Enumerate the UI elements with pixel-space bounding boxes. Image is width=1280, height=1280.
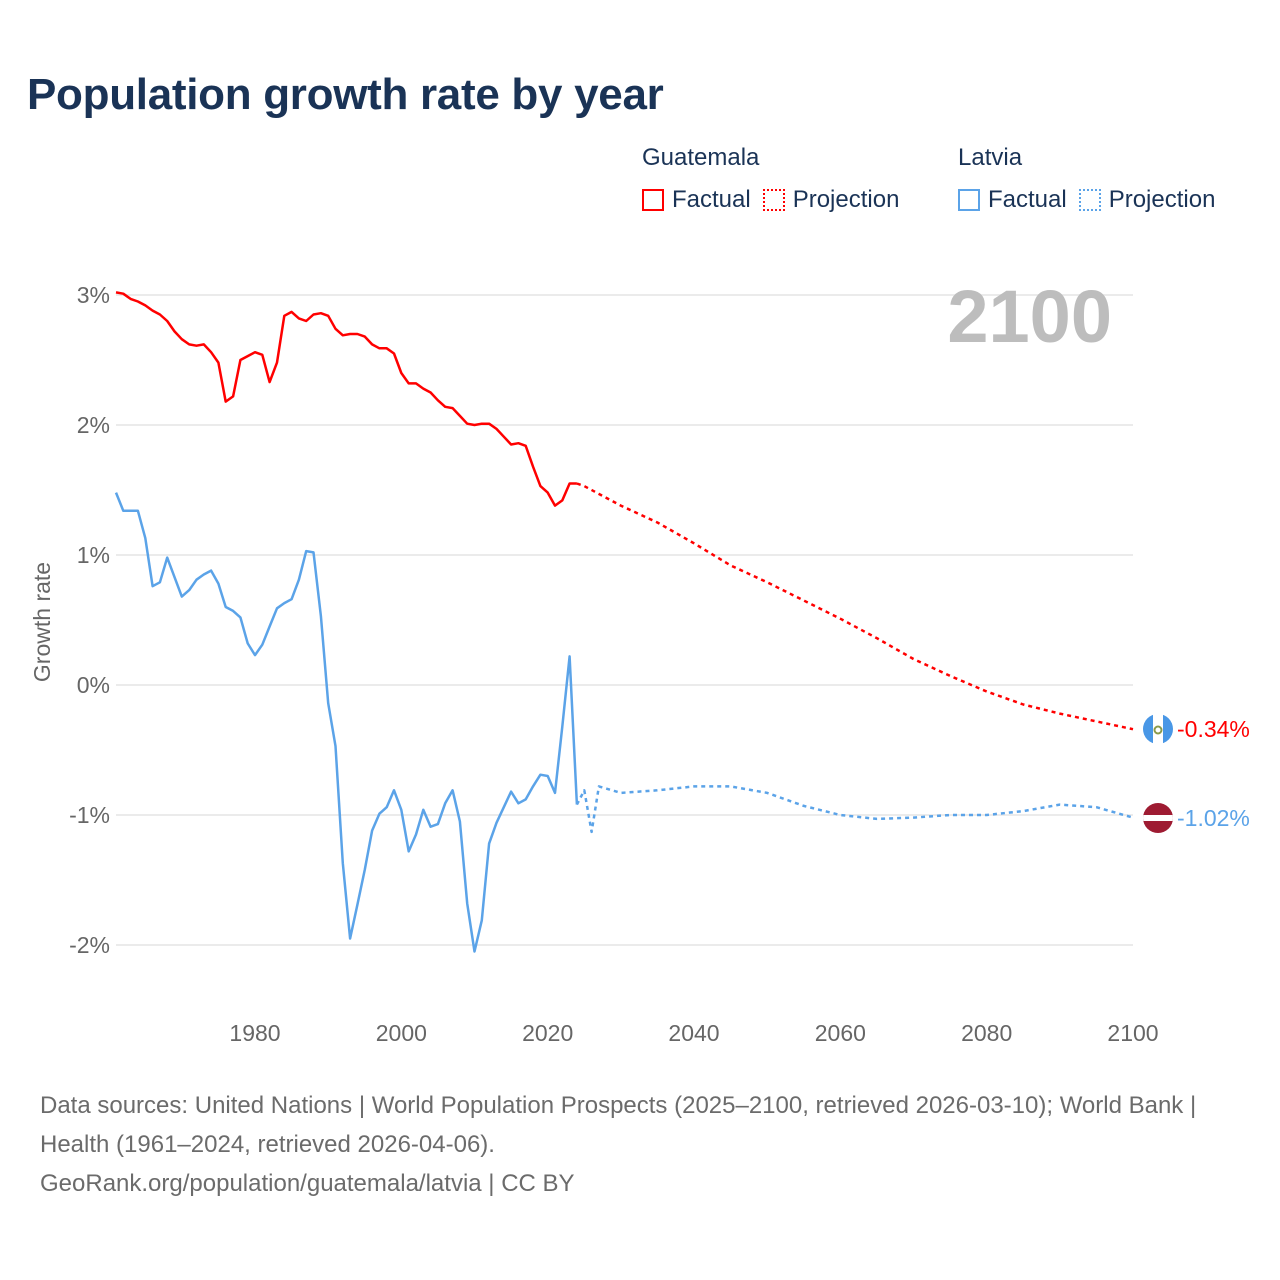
dotted-swatch-icon bbox=[1078, 189, 1101, 211]
credit-link[interactable]: GeoRank.org/population/guatemala/latvia … bbox=[40, 1170, 575, 1197]
x-tick-label: 2060 bbox=[815, 1020, 866, 1046]
x-tick-label: 2020 bbox=[522, 1020, 573, 1046]
chart-title: Population growth rate by year bbox=[27, 70, 664, 119]
solid-swatch-icon bbox=[958, 189, 980, 211]
legend-row-latvia: Factual Projection bbox=[958, 186, 1227, 214]
legend-label: Factual bbox=[988, 186, 1067, 213]
data-sources: Data sources: United Nations | World Pop… bbox=[40, 1092, 1197, 1158]
series-line-latvia-factual bbox=[114, 492, 579, 953]
flag-guatemala-icon bbox=[1143, 714, 1173, 744]
flag-latvia-icon bbox=[1143, 803, 1173, 833]
end-label-guatemala: -0.34% bbox=[1177, 716, 1250, 742]
legend-item-guatemala-projection[interactable]: Projection bbox=[762, 186, 900, 214]
x-tick-label: 2040 bbox=[668, 1020, 719, 1046]
legend-group-latvia: Latvia bbox=[958, 144, 1023, 171]
legend-row-guatemala: Factual Projection bbox=[642, 186, 911, 214]
y-axis-label: Growth rate bbox=[29, 562, 55, 682]
y-tick-label: -2% bbox=[69, 932, 110, 958]
y-tick-label: 2% bbox=[77, 412, 110, 438]
footer: Data sources: United Nations | World Pop… bbox=[40, 1086, 1240, 1203]
solid-swatch-icon bbox=[642, 189, 664, 211]
y-tick-label: -1% bbox=[69, 802, 110, 828]
x-tick-label: 1980 bbox=[229, 1020, 280, 1046]
x-tick-label: 2000 bbox=[376, 1020, 427, 1046]
legend-group-guatemala: Guatemala bbox=[642, 144, 760, 171]
x-tick-label: 2100 bbox=[1107, 1020, 1158, 1046]
y-tick-label: 0% bbox=[77, 672, 110, 698]
series-line-latvia-projection bbox=[575, 785, 1134, 834]
series-line-guatemala-factual bbox=[115, 291, 577, 507]
legend-label: Projection bbox=[792, 186, 900, 213]
series-line-guatemala-projection bbox=[576, 482, 1134, 731]
legend-label: Factual bbox=[672, 186, 751, 213]
legend-label: Projection bbox=[1108, 186, 1216, 213]
legend-item-guatemala-factual[interactable]: Factual bbox=[642, 186, 751, 214]
legend-item-latvia-projection[interactable]: Projection bbox=[1078, 186, 1216, 214]
y-tick-label: 3% bbox=[77, 282, 110, 308]
end-label-latvia: -1.02% bbox=[1177, 805, 1250, 831]
year-display: 2100 bbox=[947, 275, 1112, 358]
y-tick-label: 1% bbox=[77, 542, 110, 568]
dotted-swatch-icon bbox=[762, 189, 785, 211]
legend-item-latvia-factual[interactable]: Factual bbox=[958, 186, 1067, 214]
x-tick-label: 2080 bbox=[961, 1020, 1012, 1046]
